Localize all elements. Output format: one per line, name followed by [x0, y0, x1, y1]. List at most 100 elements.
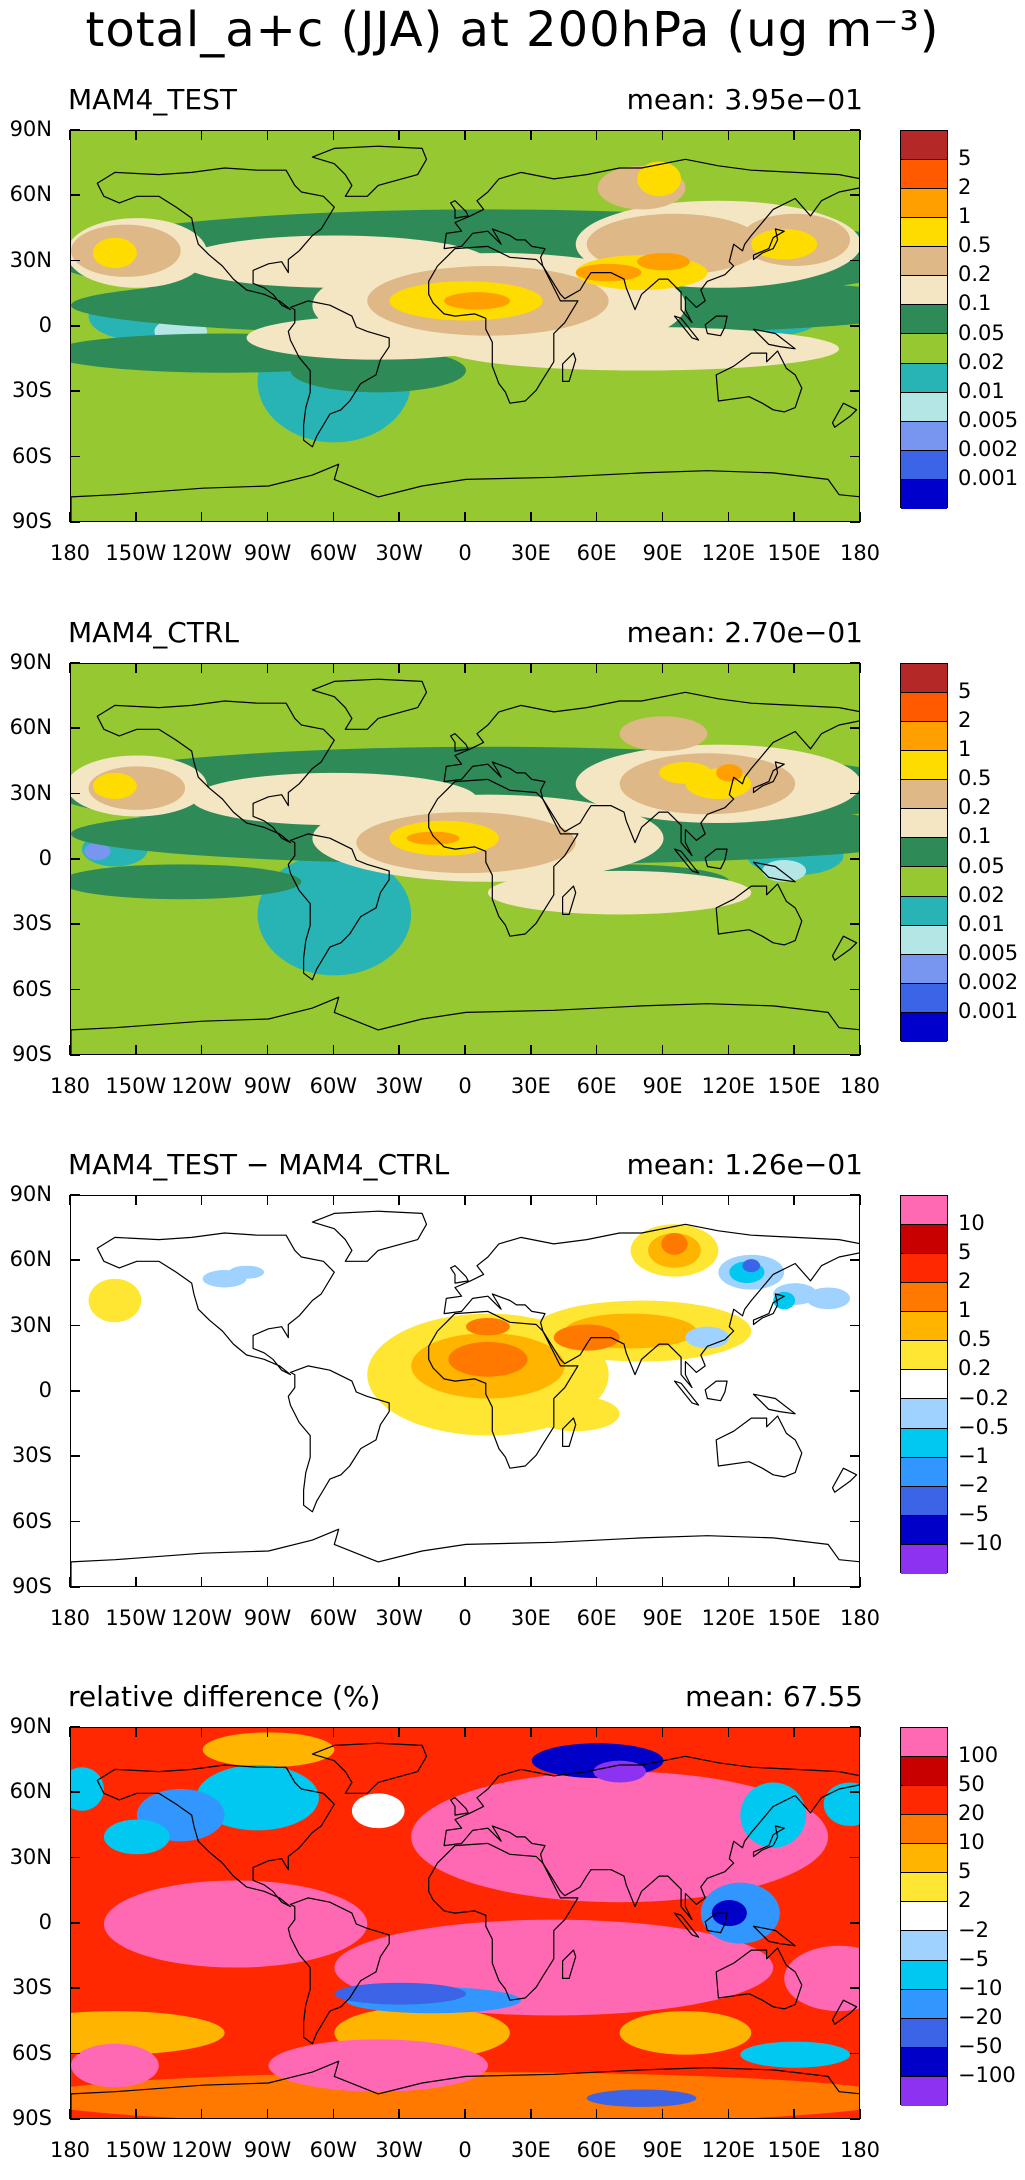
lat-tick — [850, 1922, 860, 1924]
colorbar-label: 10 — [958, 1830, 985, 1855]
field-region — [103, 1880, 368, 1968]
coastline-uk — [450, 1797, 469, 1816]
colorbar-swatch — [901, 1012, 947, 1042]
lon-tick — [266, 663, 269, 673]
colorbar-label: 0.2 — [958, 1356, 992, 1381]
lon-label: 30W — [375, 2138, 423, 2162]
colorbar-swatch — [901, 1757, 947, 1787]
lat-tick — [850, 1520, 860, 1523]
lon-tick — [793, 1195, 795, 1205]
lat-tick — [70, 1791, 80, 1793]
lat-tick — [850, 792, 860, 795]
coastline-samerica — [287, 300, 390, 448]
lat-label: 90N — [9, 1182, 52, 1206]
colorbar — [900, 130, 948, 509]
lat-tick — [850, 390, 860, 392]
colorbar-label: −10 — [958, 1975, 1003, 2000]
lon-label: 60E — [576, 541, 617, 565]
coastline-namerica — [96, 1764, 335, 1908]
lon-label: 120E — [701, 1074, 755, 1098]
lon-label: 180 — [839, 2138, 881, 2162]
lat-tick — [70, 2118, 80, 2120]
lon-tick — [266, 1045, 269, 1055]
colorbar-label: −5 — [958, 1946, 989, 1971]
lon-label: 120W — [171, 2138, 233, 2162]
coastline-greenland — [311, 1210, 428, 1262]
lon-label: 150E — [767, 1606, 821, 1630]
field-region — [71, 864, 302, 900]
colorbar-swatch — [901, 450, 947, 480]
lon-tick — [135, 1577, 137, 1587]
lon-tick — [135, 1045, 137, 1055]
lat-tick — [70, 1520, 80, 1523]
lon-tick — [595, 1727, 598, 1737]
colorbar-swatch — [901, 1815, 947, 1845]
colorbar-swatch — [901, 1283, 947, 1313]
lon-label: 60W — [309, 2138, 358, 2162]
lon-tick — [266, 1577, 269, 1587]
colorbar-label: −1 — [958, 1443, 989, 1468]
lat-tick — [70, 2052, 80, 2055]
lat-tick — [850, 923, 860, 925]
lat-tick — [70, 1586, 80, 1588]
field-region — [88, 1278, 142, 1323]
colorbar-label: −0.5 — [958, 1414, 1009, 1439]
colorbar-swatch — [901, 1428, 947, 1458]
field-region — [196, 1765, 319, 1831]
coastline-japan — [752, 228, 785, 261]
coastline-namerica — [96, 700, 335, 844]
lat-tick — [850, 858, 860, 860]
colorbar-label: 0.02 — [958, 349, 1005, 374]
colorbar-label: 5 — [958, 1240, 972, 1265]
field-region — [71, 2043, 159, 2088]
coastline-greenland — [311, 678, 428, 730]
lon-tick — [595, 1577, 598, 1587]
coastline-samerica — [287, 1365, 390, 1513]
colorbar-label: 0.01 — [958, 378, 1005, 403]
coastline-eurasia — [443, 1755, 859, 1921]
colorbar-swatch — [901, 1515, 947, 1545]
coastline-namerica — [96, 1232, 335, 1376]
lat-tick — [850, 1194, 860, 1196]
lon-tick — [661, 1577, 664, 1587]
lat-label: 90S — [11, 509, 52, 533]
field-region — [290, 348, 466, 393]
coastline-madagascar — [562, 1417, 577, 1447]
lat-tick — [850, 1054, 860, 1056]
lat-label: 0 — [38, 1378, 52, 1402]
lat-tick — [850, 988, 860, 991]
lat-label: 90S — [11, 2106, 52, 2130]
colorbar-swatch — [901, 479, 947, 509]
coastline-australia — [715, 1947, 803, 2010]
lon-tick — [464, 512, 466, 522]
lon-label: 180 — [839, 1606, 881, 1630]
field-region — [487, 870, 752, 915]
field-region — [444, 327, 840, 371]
lon-tick — [530, 663, 532, 673]
coastline-newguinea — [752, 328, 796, 350]
map-plot — [70, 1727, 860, 2119]
lon-label: 30E — [510, 2138, 551, 2162]
colorbar-label: −0.2 — [958, 1385, 1009, 1410]
colorbar-swatch — [901, 954, 947, 984]
lon-tick — [530, 1045, 532, 1055]
lat-label: 60S — [11, 1508, 52, 1533]
lat-label: 30N — [9, 1844, 52, 1869]
colorbar-label: 0.005 — [958, 940, 1019, 965]
lon-tick — [793, 512, 795, 522]
lon-label: 180 — [49, 1606, 91, 1630]
lat-tick — [70, 521, 80, 523]
coastline-eurasia — [443, 691, 859, 857]
panel-title: MAM4_TEST − MAM4_CTRL — [68, 1148, 450, 1181]
lon-tick — [661, 1195, 664, 1205]
lat-tick — [70, 1987, 80, 1989]
field-region — [84, 842, 111, 860]
lat-tick — [850, 2052, 860, 2055]
map-panel-1: MAM4_TEST mean: 3.95e−01 90N 60N 30N 0 30S 60S 9… — [0, 83, 1025, 583]
coastline-australia — [715, 350, 803, 413]
colorbar-swatch — [901, 751, 947, 781]
lon-tick — [332, 1045, 335, 1055]
lon-label: 120W — [171, 541, 233, 565]
field-region — [823, 1782, 859, 1826]
lon-tick — [661, 663, 664, 673]
